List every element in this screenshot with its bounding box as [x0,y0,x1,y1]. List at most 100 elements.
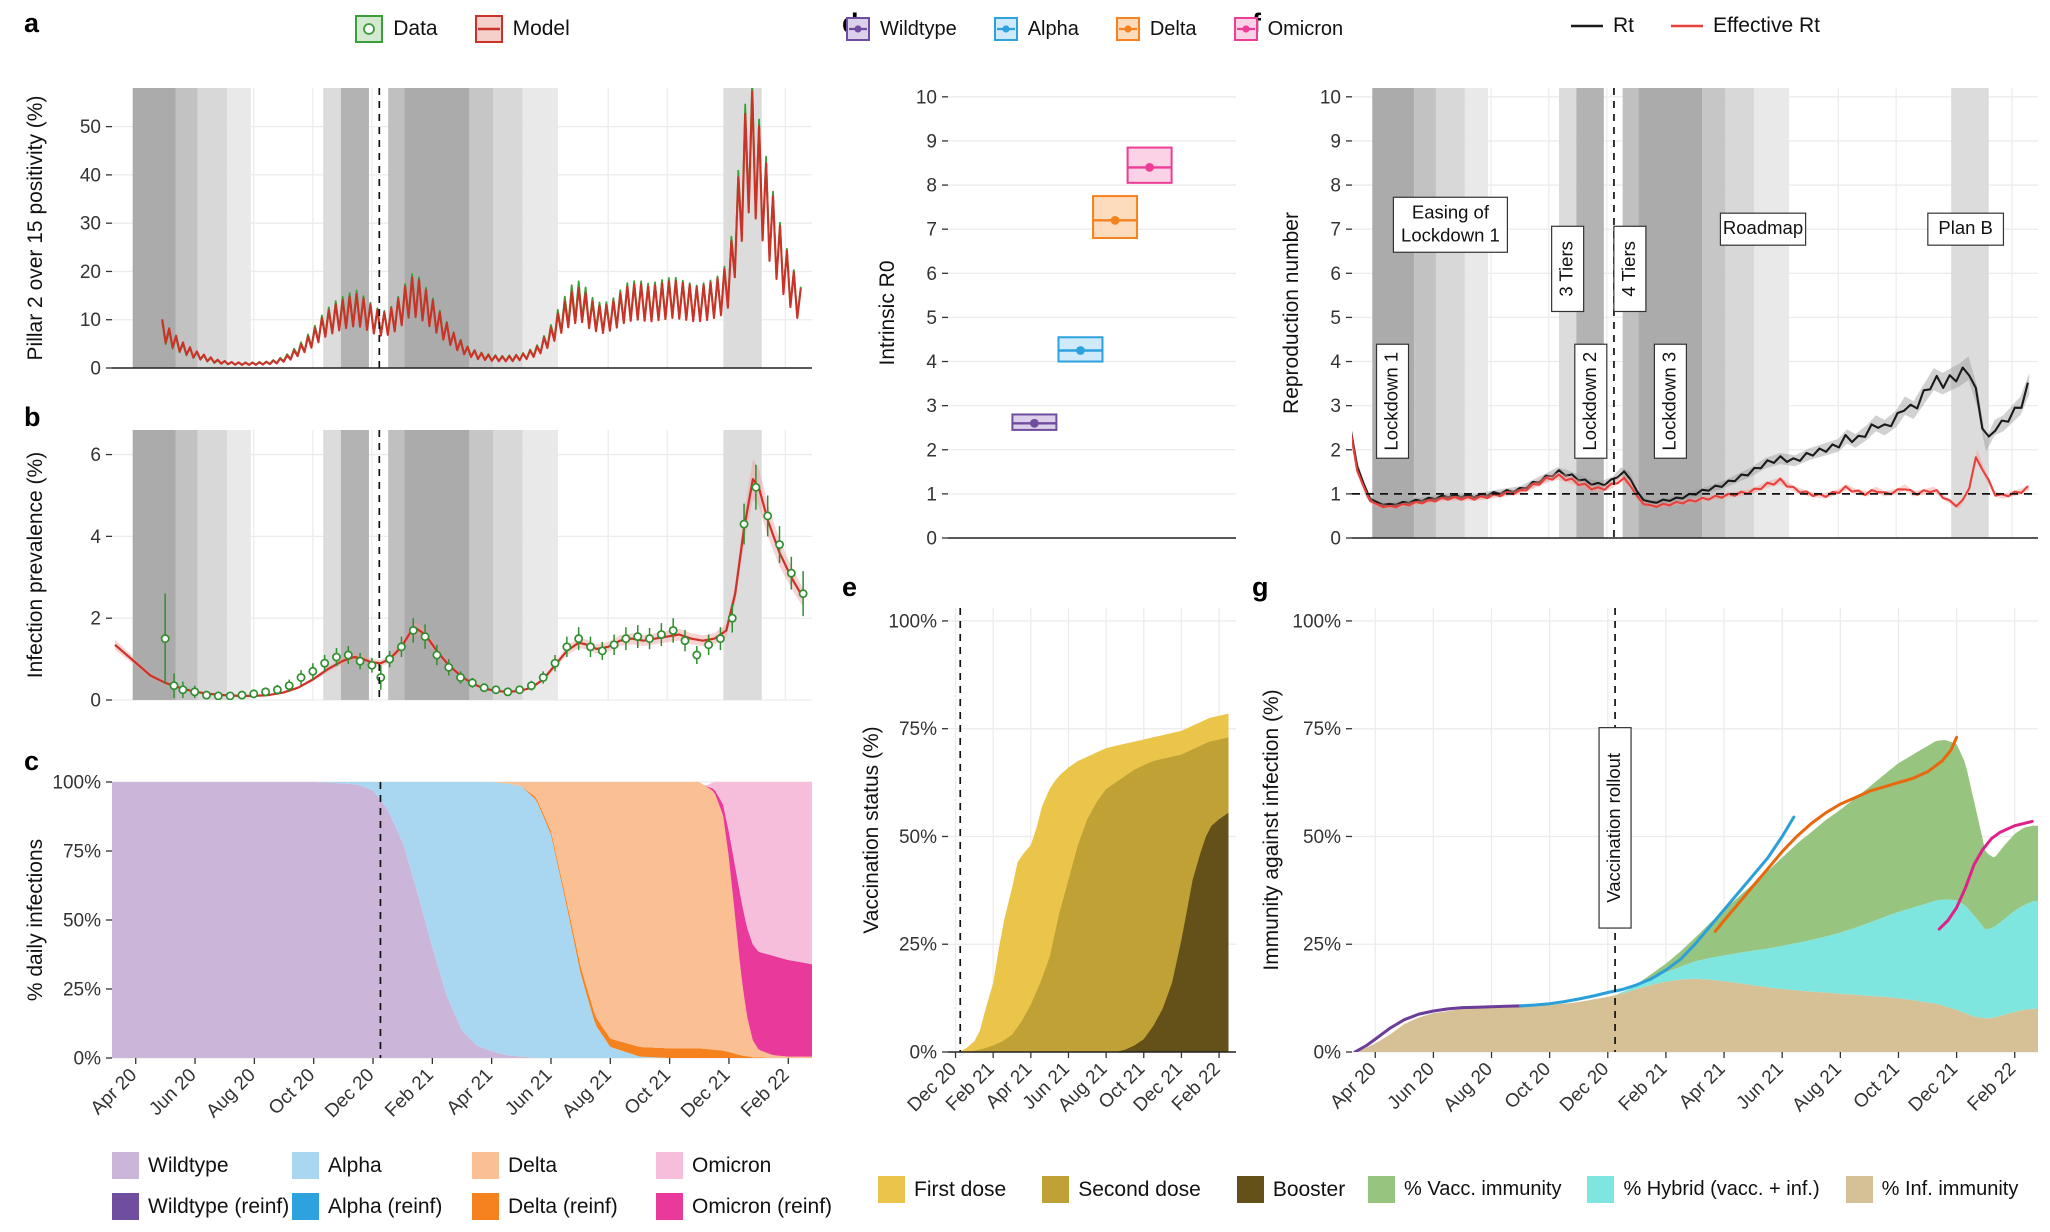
svg-text:Oct 20: Oct 20 [1501,1059,1555,1113]
legend-label: Wildtype [880,17,957,40]
svg-text:0: 0 [1330,529,1341,550]
legend-key-model: Model [474,14,570,44]
annotation-lockdown-1: Lockdown 1 [1375,343,1410,459]
color-swatch [112,1193,139,1220]
svg-text:1: 1 [926,484,937,505]
svg-text:8: 8 [926,176,937,197]
legend-label: Alpha [328,1153,382,1177]
color-swatch [656,1152,683,1179]
svg-text:4 Tiers: 4 Tiers [1618,241,1639,297]
panel-b-chart: 0 2 4 6 [90,430,812,712]
svg-text:2: 2 [90,609,101,630]
legend-label: % Inf. immunity [1881,1178,2019,1200]
svg-text:75%: 75% [63,842,101,863]
svg-text:50%: 50% [899,827,937,848]
svg-text:6: 6 [926,264,937,285]
color-swatch [878,1176,905,1203]
panel-label-c: c [24,746,40,776]
annotation-roadmap: Roadmap [1719,212,1807,246]
annotation-plan-b: Plan B [1927,212,2005,246]
panel-d-chart: 0 1 2 3 4 5 6 7 8 9 10 [916,87,1236,550]
legend-item-omicron-reinf: Omicron (reinf) [656,1193,868,1220]
svg-text:0%: 0% [910,1043,938,1064]
svg-text:7: 7 [1330,220,1341,241]
svg-text:9: 9 [1330,131,1341,152]
panel-c-chart: 0%25%50%75%100%Apr 20 Jun 20 Aug 20 Oct 20 D… [52,773,812,1122]
legend-label: Omicron [1267,17,1344,40]
svg-text:75%: 75% [1303,719,1341,740]
svg-text:0: 0 [90,359,101,380]
svg-text:5: 5 [1330,308,1341,329]
svg-text:Lockdown 1: Lockdown 1 [1381,352,1402,451]
legend-label: % Vacc. immunity [1404,1178,1562,1200]
panel-label-e: e [842,572,858,602]
color-swatch [472,1152,499,1179]
svg-text:Feb 22: Feb 22 [737,1065,794,1122]
svg-text:Aug 20: Aug 20 [202,1065,259,1122]
legend-label: Model [512,17,570,40]
svg-text:Feb 21: Feb 21 [1615,1059,1672,1116]
legend-label: Data [393,17,438,40]
svg-text:Jun 21: Jun 21 [1733,1059,1788,1114]
svg-text:3: 3 [926,396,937,417]
svg-text:25%: 25% [1303,935,1341,956]
svg-text:1: 1 [1330,484,1341,505]
svg-text:Dec 21: Dec 21 [1905,1059,1962,1116]
axis-title-d: Intrinsic R0 [876,260,899,366]
color-swatch [1587,1176,1615,1203]
legend-label: Wildtype (reinf) [148,1194,290,1218]
svg-text:Lockdown 2: Lockdown 2 [1579,352,1600,451]
svg-text:2: 2 [926,440,937,461]
dose-legend: First dose Second dose Booster [878,1176,1345,1203]
panel-a-legend: Data Model [112,14,812,44]
legend-key-omicron: Omicron [1233,16,1344,42]
svg-text:2: 2 [1330,440,1341,461]
annotation-3-tiers: 3 Tiers [1551,225,1585,313]
svg-text:6: 6 [1330,264,1341,285]
legend-item-inf-immunity: % Inf. immunity [1845,1176,2019,1203]
svg-text:Aug 20: Aug 20 [1440,1059,1497,1116]
svg-text:8: 8 [1330,176,1341,197]
axis-title-c: % daily infections [24,838,47,1002]
axis-title-a: Pillar 2 over 15 positivity (%) [24,95,47,361]
legend-key-data: Data [354,14,438,44]
svg-text:100%: 100% [1292,611,1341,632]
panel-c-series [112,782,812,1058]
legend-item-delta-reinf: Delta (reinf) [472,1193,656,1220]
svg-text:Dec 20: Dec 20 [1556,1059,1613,1116]
svg-text:40: 40 [80,165,101,186]
svg-text:Feb 21: Feb 21 [381,1065,438,1122]
panel-f-legend: Rt Effective Rt [1352,14,2038,38]
legend-key-wildtype: Wildtype [845,16,957,42]
svg-text:4: 4 [1330,352,1341,373]
svg-text:50%: 50% [1303,827,1341,848]
legend-item-first-dose: First dose [878,1176,1006,1203]
axis-title-b: Infection prevalence (%) [24,451,47,679]
color-swatch [292,1152,319,1179]
color-swatch [1236,1176,1264,1203]
svg-text:50%: 50% [63,911,101,932]
svg-text:Jun 20: Jun 20 [145,1065,200,1120]
legend-item-alpha-reinf: Alpha (reinf) [292,1193,472,1220]
legend-label: Omicron [692,1153,772,1177]
legend-key-alpha: Alpha [993,16,1079,42]
legend-label: Delta [508,1153,558,1177]
svg-text:5: 5 [926,308,937,329]
color-swatch [1845,1176,1873,1203]
svg-text:Oct 21: Oct 21 [621,1065,675,1119]
legend-item-delta: Delta [472,1152,656,1179]
legend-label: Alpha (reinf) [328,1194,443,1218]
svg-text:9: 9 [926,131,937,152]
legend-item-omicron: Omicron [656,1152,868,1179]
legend-label: Delta [1149,17,1197,40]
color-swatch [1042,1176,1070,1203]
svg-text:3 Tiers: 3 Tiers [1556,241,1577,297]
svg-text:Apr 21: Apr 21 [443,1065,497,1119]
variant-legend: Wildtype Alpha Delta Omicron Wildtype (r… [112,1152,868,1220]
panel-g-chart: 0%25%50%75%100%Apr 20 Jun 20 Aug 20 Oct 20 D… [1292,608,2038,1116]
panel-d-legend: Wildtype Alpha Delta Omicron [845,16,1343,42]
axis-title-g: Immunity against infection (%) [1260,689,1283,971]
svg-text:Oct 20: Oct 20 [265,1065,319,1119]
